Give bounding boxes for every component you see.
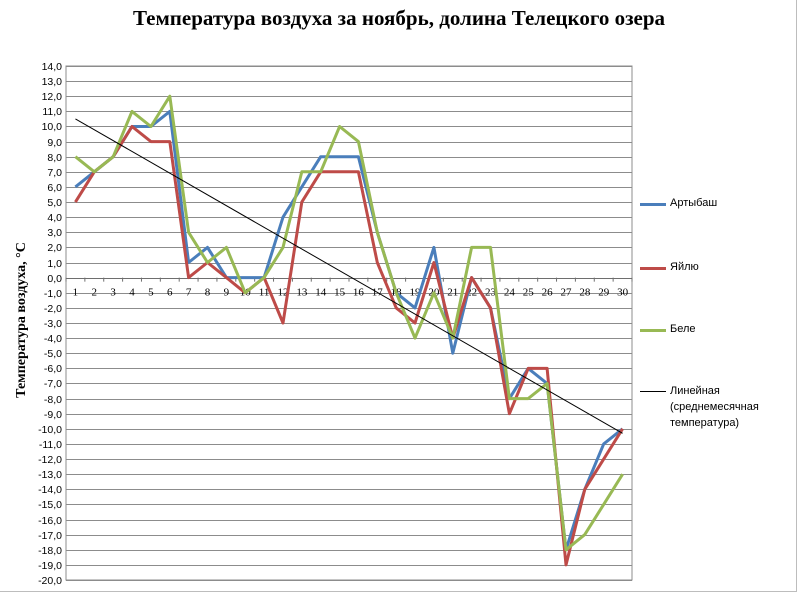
x-tick-label: 27 bbox=[560, 287, 572, 299]
chart-title: Температура воздуха за ноябрь, долина Те… bbox=[132, 6, 666, 30]
y-tick-label: 8,0 bbox=[47, 152, 62, 164]
series-line bbox=[74, 109, 624, 552]
y-tick-label: 5,0 bbox=[47, 197, 62, 209]
x-tick-label: 13 bbox=[296, 287, 308, 299]
legend-item: Линейная (среднемесячная температура) bbox=[640, 383, 780, 431]
legend-label: Яйлю bbox=[670, 261, 699, 273]
legend-item: Яйлю bbox=[640, 259, 780, 275]
x-tick-label: 28 bbox=[579, 287, 591, 299]
x-tick-label: 2 bbox=[92, 287, 98, 299]
y-tick-label: -19,0 bbox=[38, 560, 62, 572]
y-tick-label: -8,0 bbox=[44, 394, 62, 406]
x-tick-label: 14 bbox=[315, 287, 327, 299]
legend-label: Артыбаш bbox=[670, 197, 718, 209]
y-tick-label: -11,0 bbox=[39, 439, 62, 451]
y-tick-label: 6,0 bbox=[47, 182, 62, 194]
x-tick-label: 25 bbox=[523, 287, 535, 299]
x-tick-label: 22 bbox=[466, 287, 477, 299]
y-tick-label: 9,0 bbox=[47, 137, 62, 149]
x-tick-label: 15 bbox=[334, 287, 346, 299]
y-tick-label: -12,0 bbox=[38, 454, 62, 466]
x-tick-label: 11 bbox=[259, 287, 270, 299]
x-tick-label: 26 bbox=[542, 287, 554, 299]
y-tick-label: -14,0 bbox=[38, 484, 62, 496]
y-tick-label: 2,0 bbox=[47, 242, 62, 254]
legend-label: Линейная (среднемесячная температура) bbox=[670, 385, 759, 429]
x-tick-label: 8 bbox=[205, 287, 211, 299]
y-tick-label: -15,0 bbox=[38, 499, 62, 511]
y-tick-label: 7,0 bbox=[47, 167, 62, 179]
legend-swatch bbox=[640, 391, 666, 392]
legend-label: Беле bbox=[670, 323, 696, 335]
y-tick-label: 3,0 bbox=[47, 227, 62, 239]
series-line bbox=[74, 125, 624, 567]
y-tick-label: -1,0 bbox=[44, 288, 62, 300]
y-tick-label: 1,0 bbox=[47, 258, 62, 270]
x-tick-label: 12 bbox=[277, 287, 288, 299]
x-tick-label: 30 bbox=[617, 287, 629, 299]
y-tick-label: -20,0 bbox=[38, 575, 62, 587]
y-tick-label: -18,0 bbox=[38, 545, 62, 557]
legend-item: Беле bbox=[640, 321, 780, 337]
y-tick-label: -16,0 bbox=[38, 515, 62, 527]
x-tick-label: 6 bbox=[167, 287, 173, 299]
y-tick-label: 11,0 bbox=[42, 106, 62, 118]
x-tick-label: 7 bbox=[186, 287, 192, 299]
legend-swatch bbox=[640, 267, 666, 270]
y-tick-label: -13,0 bbox=[38, 469, 62, 481]
y-tick-label: 10,0 bbox=[42, 121, 63, 133]
y-tick-label: -3,0 bbox=[44, 318, 62, 330]
legend-swatch bbox=[640, 203, 666, 206]
series-line bbox=[74, 94, 624, 552]
x-tick-label: 4 bbox=[129, 287, 135, 299]
x-tick-label: 9 bbox=[224, 287, 230, 299]
y-tick-label: -5,0 bbox=[44, 348, 62, 360]
y-tick-label: -4,0 bbox=[44, 333, 62, 345]
y-tick-label: -7,0 bbox=[44, 378, 62, 390]
trendline bbox=[75, 118, 623, 434]
legend-swatch bbox=[640, 329, 666, 332]
y-tick-label: -2,0 bbox=[44, 303, 62, 315]
x-tick-label: 5 bbox=[148, 287, 154, 299]
y-tick-label: -6,0 bbox=[44, 363, 62, 375]
x-tick-label: 3 bbox=[110, 287, 116, 299]
x-tick-label: 29 bbox=[598, 287, 610, 299]
x-tick-label: 19 bbox=[410, 287, 422, 299]
y-tick-label: -9,0 bbox=[44, 409, 62, 421]
y-tick-label: 0,0 bbox=[47, 273, 62, 285]
x-tick-label: 1 bbox=[73, 287, 79, 299]
x-tick-label: 21 bbox=[447, 287, 458, 299]
y-tick-label: 4,0 bbox=[47, 212, 62, 224]
y-tick-label: 14,0 bbox=[42, 61, 63, 73]
x-tick-label: 24 bbox=[504, 287, 516, 299]
x-tick-label: 23 bbox=[485, 287, 497, 299]
y-tick-label: -10,0 bbox=[38, 424, 62, 436]
legend-item: Артыбаш bbox=[640, 195, 780, 211]
y-tick-label: -17,0 bbox=[38, 530, 62, 542]
y-tick-label: 12,0 bbox=[42, 91, 63, 103]
x-tick-label: 16 bbox=[353, 287, 365, 299]
y-tick-label: 13,0 bbox=[42, 76, 63, 88]
